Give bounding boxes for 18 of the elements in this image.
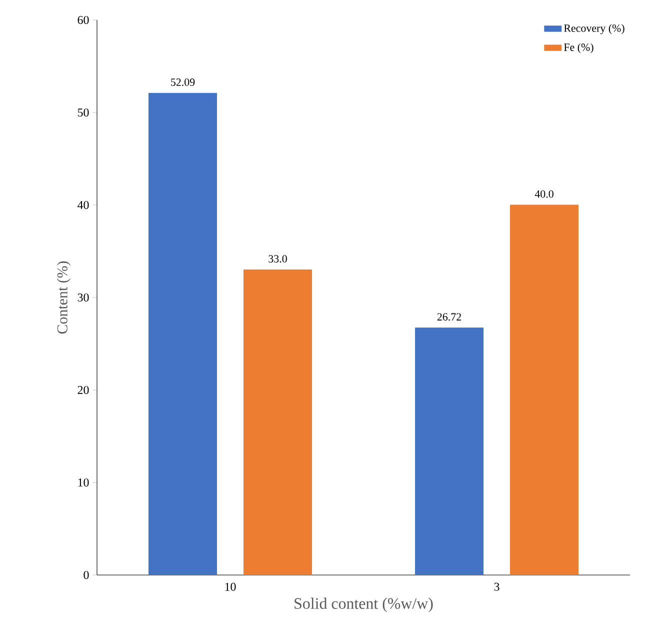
y-axis-title: Content (%) (56, 261, 70, 334)
y-tick-label: 0 (84, 570, 89, 580)
y-tick-label: 40 (78, 200, 89, 210)
y-tick-label: 10 (78, 478, 89, 487)
y-tick-label: 60 (78, 16, 89, 24)
y-tick-label: 20 (78, 386, 89, 394)
data-label: 40.0 (534, 190, 554, 198)
bar (510, 204, 579, 575)
y-tick-label: 30 (78, 293, 89, 302)
bar (244, 269, 312, 575)
data-label: 33.0 (268, 255, 287, 263)
x-axis-title: Solid content (%w/w) (294, 598, 433, 612)
legend-label: Fe (%) (564, 43, 594, 54)
y-tick-label: 50 (78, 108, 89, 117)
x-tick-label: 3 (494, 582, 500, 591)
legend-label: Recovery (%) (564, 24, 624, 34)
data-label: 26.72 (437, 313, 461, 321)
data-label: 52.09 (171, 78, 195, 86)
